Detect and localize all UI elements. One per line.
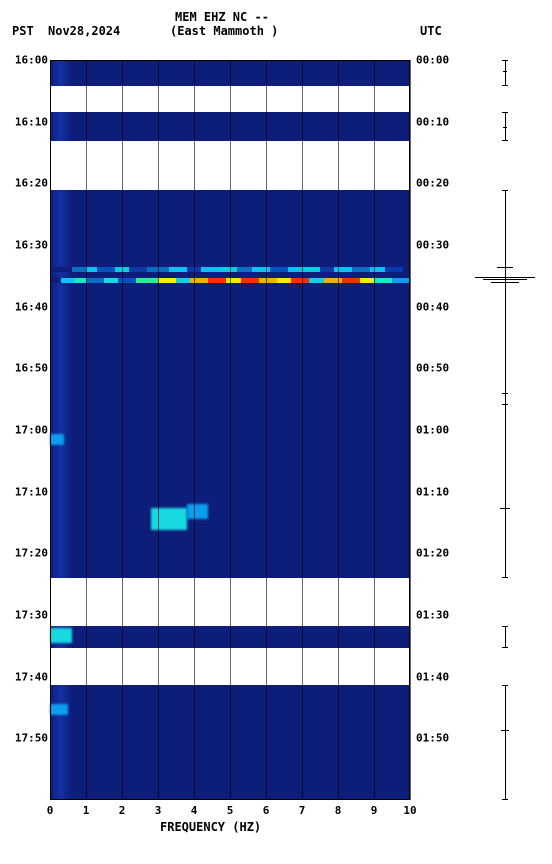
y-tick-right: 00:00 xyxy=(416,54,449,67)
grid-line-vertical xyxy=(86,60,87,800)
bright-spot xyxy=(187,504,209,519)
seismogram-spike xyxy=(502,393,508,394)
y-tick-left: 17:40 xyxy=(15,670,48,683)
x-tick-label: 4 xyxy=(191,804,198,817)
grid-line-vertical xyxy=(302,60,303,800)
grid-line-vertical xyxy=(266,60,267,800)
grid-line-vertical xyxy=(194,60,195,800)
bright-spot xyxy=(50,628,72,643)
pst-label: PST xyxy=(12,24,34,38)
seismogram-spike xyxy=(497,267,513,268)
seismogram-baseline xyxy=(505,190,506,579)
x-tick-label: 5 xyxy=(227,804,234,817)
grid-line-vertical xyxy=(230,60,231,800)
seismogram-trace xyxy=(470,60,540,800)
utc-label: UTC xyxy=(420,24,442,38)
y-tick-left: 17:50 xyxy=(15,732,48,745)
y-tick-right: 00:10 xyxy=(416,115,449,128)
y-tick-left: 16:20 xyxy=(15,177,48,190)
seismogram-spike xyxy=(475,277,535,278)
grid-line-vertical xyxy=(410,60,411,800)
y-tick-right: 01:10 xyxy=(416,485,449,498)
x-tick-label: 9 xyxy=(371,804,378,817)
grid-line-vertical xyxy=(338,60,339,800)
grid-line-vertical xyxy=(158,60,159,800)
x-tick-label: 10 xyxy=(403,804,416,817)
y-tick-left: 16:10 xyxy=(15,115,48,128)
spectrogram-container: PST Nov28,2024 MEM EHZ NC -- (East Mammo… xyxy=(0,0,552,864)
x-tick-label: 8 xyxy=(335,804,342,817)
seismogram-spike xyxy=(503,71,507,72)
y-tick-left: 16:50 xyxy=(15,362,48,375)
y-tick-right: 00:20 xyxy=(416,177,449,190)
seismogram-spike xyxy=(500,508,510,509)
y-tick-right: 01:00 xyxy=(416,424,449,437)
bright-spot xyxy=(50,704,68,715)
seismogram-baseline xyxy=(505,626,506,648)
station-label: MEM EHZ NC -- xyxy=(175,10,269,24)
y-tick-right: 01:30 xyxy=(416,609,449,622)
location-label: (East Mammoth ) xyxy=(170,24,278,38)
x-tick-label: 1 xyxy=(83,804,90,817)
x-tick-label: 0 xyxy=(47,804,54,817)
grid-line-vertical xyxy=(374,60,375,800)
y-tick-left: 17:30 xyxy=(15,609,48,622)
y-tick-left: 16:40 xyxy=(15,300,48,313)
y-tick-right: 00:30 xyxy=(416,239,449,252)
seismogram-baseline xyxy=(505,685,506,800)
x-tick-label: 6 xyxy=(263,804,270,817)
grid-line-vertical xyxy=(122,60,123,800)
date-label: Nov28,2024 xyxy=(48,24,120,38)
grid-line-vertical xyxy=(50,60,51,800)
y-tick-left: 16:30 xyxy=(15,239,48,252)
seismogram-spike xyxy=(503,127,507,128)
y-tick-left: 17:00 xyxy=(15,424,48,437)
y-tick-right: 01:50 xyxy=(416,732,449,745)
y-tick-right: 00:50 xyxy=(416,362,449,375)
x-tick-label: 3 xyxy=(155,804,162,817)
seismogram-spike xyxy=(491,282,519,283)
y-tick-right: 01:20 xyxy=(416,547,449,560)
y-tick-left: 17:20 xyxy=(15,547,48,560)
seismogram-spike xyxy=(502,404,508,405)
y-tick-right: 00:40 xyxy=(416,300,449,313)
y-tick-left: 17:10 xyxy=(15,485,48,498)
x-tick-label: 2 xyxy=(119,804,126,817)
x-axis-title: FREQUENCY (HZ) xyxy=(160,820,261,834)
x-tick-label: 7 xyxy=(299,804,306,817)
spectrogram-plot: 01234567891016:0016:1016:2016:3016:4016:… xyxy=(50,60,410,800)
y-tick-right: 01:40 xyxy=(416,670,449,683)
seismogram-spike xyxy=(501,730,509,731)
bright-spot xyxy=(151,508,187,530)
bright-spot xyxy=(50,434,64,445)
seismogram-spike xyxy=(483,279,527,280)
seismogram-baseline xyxy=(505,60,506,86)
y-tick-left: 16:00 xyxy=(15,54,48,67)
